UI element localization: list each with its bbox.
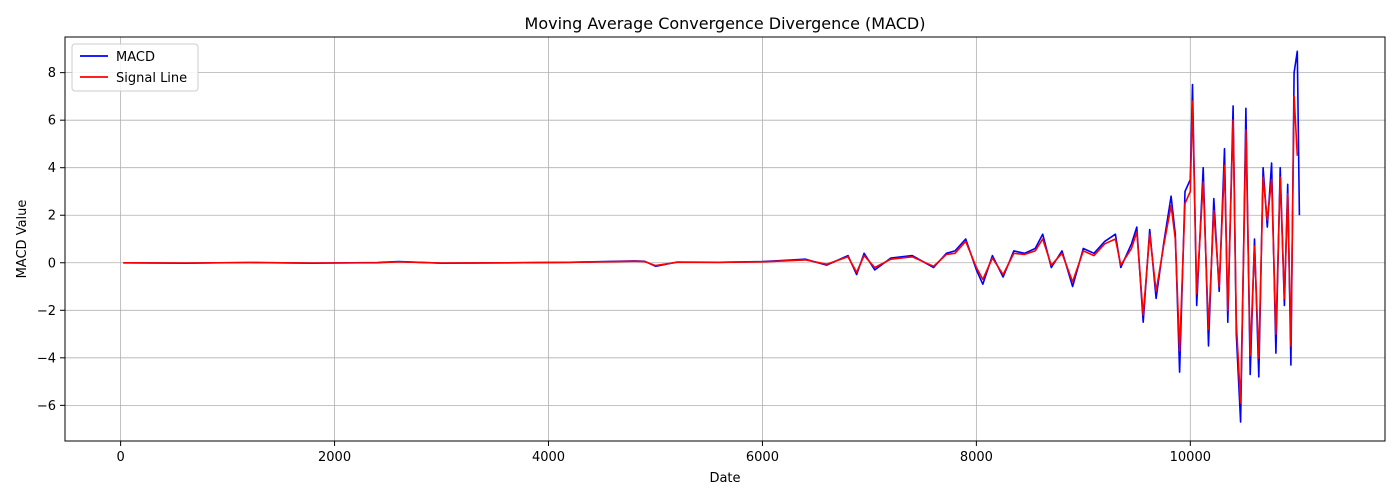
plot-frame (64, 36, 1386, 442)
x-tick-label: 6000 (746, 450, 779, 465)
y-tick-label: −6 (37, 399, 56, 414)
y-axis-label: MACD Value (15, 200, 30, 279)
x-tick-label: 0 (116, 450, 124, 465)
y-tick-label: 4 (48, 161, 56, 176)
y-tick-label: 6 (48, 114, 56, 129)
x-axis-ticks: 0 2000 4000 6000 8000 10000 (116, 441, 1211, 465)
grid-layer (65, 37, 1385, 441)
x-tick-label: 4000 (532, 450, 565, 465)
y-tick-label: −2 (37, 304, 56, 319)
y-axis-ticks: −6 −4 −2 0 2 4 6 8 (37, 66, 65, 414)
legend-label-signal-line: Signal Line (116, 71, 187, 86)
y-tick-label: 0 (48, 256, 56, 271)
y-tick-label: −4 (37, 351, 56, 366)
x-tick-label: 2000 (318, 450, 351, 465)
y-tick-label: 2 (48, 209, 56, 224)
series-line-macd (123, 50, 1301, 423)
x-tick-label: 10000 (1170, 450, 1211, 465)
chart-title: Moving Average Convergence Divergence (M… (525, 14, 926, 33)
x-axis-label: Date (709, 471, 740, 486)
y-tick-label: 8 (48, 66, 56, 81)
x-tick-label: 8000 (960, 450, 993, 465)
legend-label-macd: MACD (116, 50, 155, 65)
series-layer (123, 50, 1301, 423)
series-line-signal-line (123, 95, 1299, 404)
legend: MACD Signal Line (71, 43, 199, 92)
